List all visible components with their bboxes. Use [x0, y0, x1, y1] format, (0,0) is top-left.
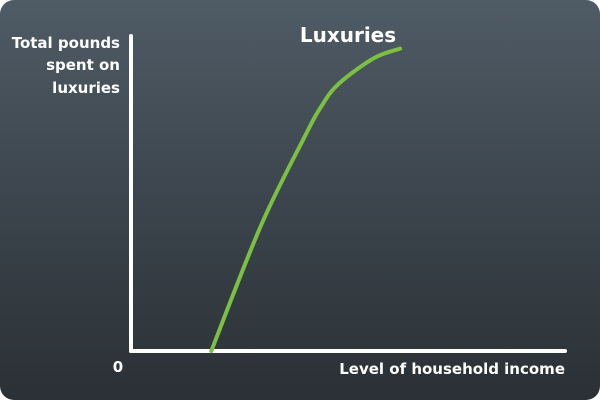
luxuries-curve: [209, 46, 403, 353]
chart-title: Luxuries: [300, 23, 396, 47]
origin-label: 0: [113, 358, 123, 376]
y-axis-label-line-1: Total pounds: [12, 34, 120, 52]
y-axis-label-line-2: spent on: [46, 56, 120, 74]
x-axis-label: Level of household income: [339, 360, 565, 378]
y-axis-label-line-3: luxuries: [52, 79, 120, 97]
